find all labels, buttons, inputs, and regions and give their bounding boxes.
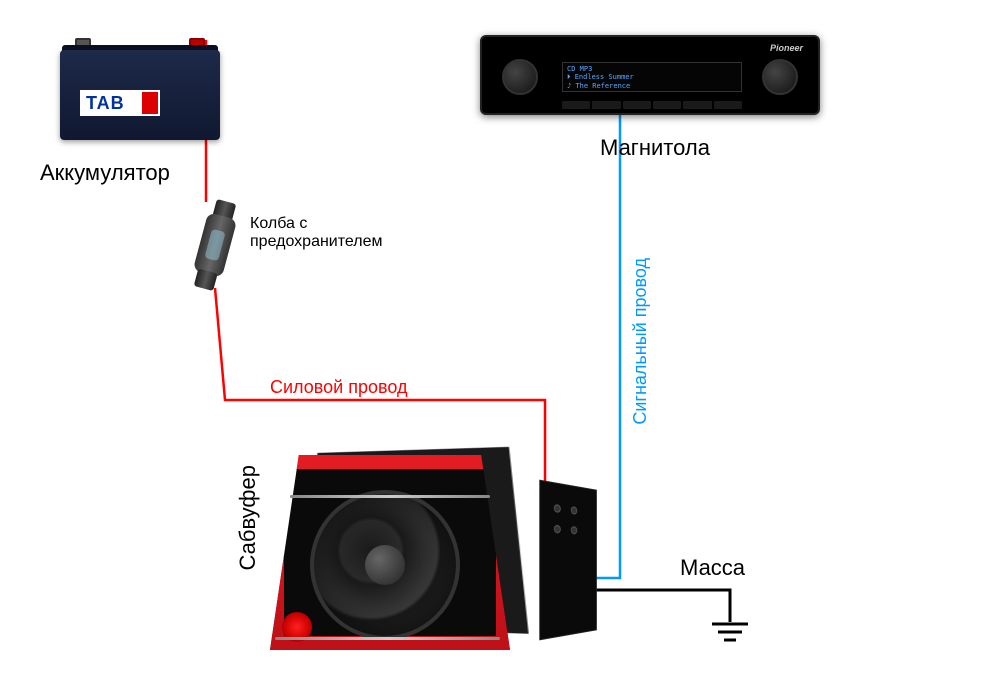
subwoofer-label: Сабвуфер [235,465,261,571]
subwoofer-amp-panel [539,480,597,641]
headunit-display-line: CD MP3 [567,65,737,73]
battery-brand-accent [142,92,158,114]
head-unit: Pioneer CD MP3 ⏵ Endless Summer ♪ The Re… [480,35,820,115]
battery: TAB [60,30,220,140]
battery-body: TAB [60,50,220,140]
amp-knob-icon [554,504,561,513]
ground-symbol-icon [712,624,748,640]
subwoofer-grille-bar [275,637,500,640]
fuse-cap-bottom [194,268,218,291]
amp-knob-icon [554,525,561,534]
subwoofer-grille-bar [290,495,490,498]
headunit-brand: Pioneer [770,43,803,53]
headunit-display-line: ⏵ Endless Summer [567,73,737,81]
battery-brand-label: TAB [80,90,160,116]
fuse-label: Колба с предохранителем [250,215,382,251]
headunit-label: Магнитола [600,135,710,161]
battery-label: Аккумулятор [40,160,170,186]
subwoofer [260,440,560,660]
ground-label: Масса [680,555,745,581]
signal-wire-label: Сигнальный провод [630,258,651,425]
amp-knob-icon [571,506,577,515]
battery-brand-text: TAB [86,93,125,114]
subwoofer-dustcap [365,545,405,585]
amp-knob-icon [571,526,577,534]
power-wire-label: Силовой провод [270,377,407,398]
headunit-knob-right [762,59,798,95]
headunit-display: CD MP3 ⏵ Endless Summer ♪ The Reference [562,62,742,92]
headunit-display-line: ♪ The Reference [567,82,737,90]
headunit-knob-left [502,59,538,95]
headunit-buttons [562,101,742,109]
fuse-holder [189,198,241,293]
